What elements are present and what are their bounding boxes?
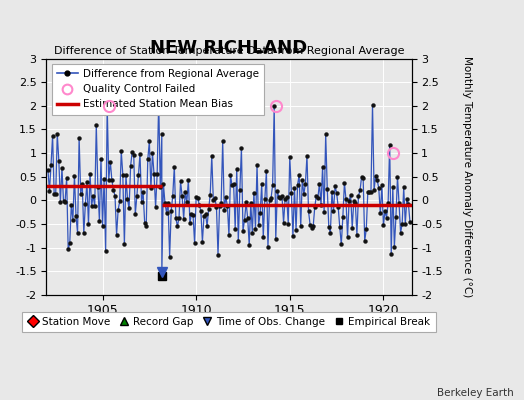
Text: Difference of Station Temperature Data from Regional Average: Difference of Station Temperature Data f… — [53, 46, 404, 56]
Title: NEW RICHLAND: NEW RICHLAND — [150, 39, 308, 57]
Y-axis label: Monthly Temperature Anomaly Difference (°C): Monthly Temperature Anomaly Difference (… — [462, 56, 472, 297]
Text: Berkeley Earth: Berkeley Earth — [437, 388, 514, 398]
Legend: Station Move, Record Gap, Time of Obs. Change, Empirical Break: Station Move, Record Gap, Time of Obs. C… — [22, 312, 435, 332]
